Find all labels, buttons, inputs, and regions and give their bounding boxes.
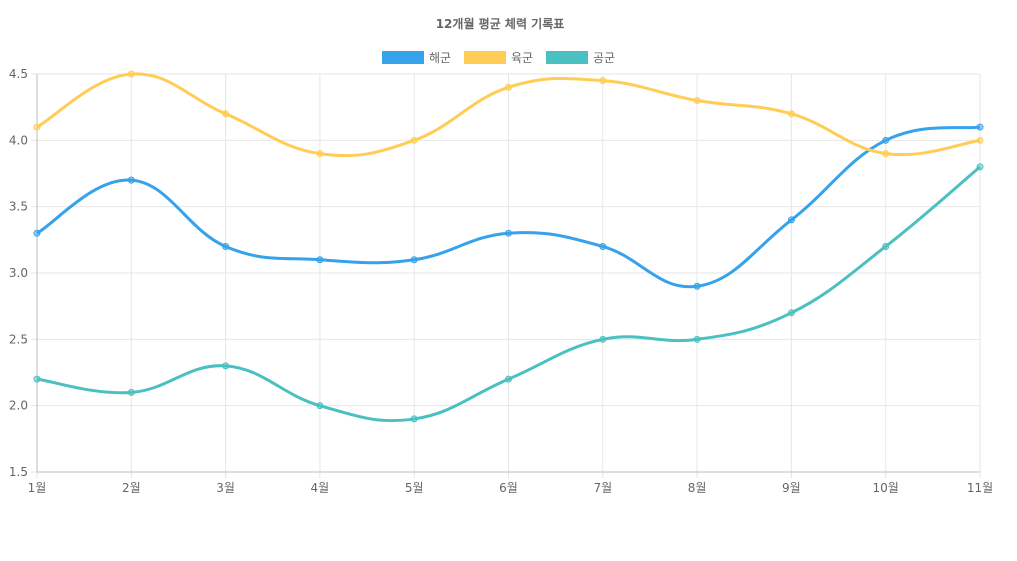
data-point[interactable] — [599, 335, 607, 343]
legend-label: 해군 — [429, 51, 451, 65]
series-3 — [33, 163, 984, 423]
data-point[interactable] — [787, 216, 795, 224]
data-point[interactable] — [410, 256, 418, 264]
chart-title: 12개월 평균 체력 기록표 — [436, 16, 565, 31]
data-point[interactable] — [222, 242, 230, 250]
x-tick-label: 5월 — [405, 481, 424, 495]
legend-swatch — [464, 51, 506, 64]
data-point[interactable] — [976, 123, 984, 131]
data-point[interactable] — [505, 83, 512, 91]
legend-swatch — [546, 51, 588, 64]
data-point[interactable] — [693, 282, 701, 290]
data-point[interactable] — [787, 110, 795, 118]
x-tick-label: 2월 — [122, 481, 141, 495]
data-point[interactable] — [976, 163, 984, 171]
data-point[interactable] — [33, 375, 41, 383]
data-point[interactable] — [882, 136, 890, 144]
legend-label: 공군 — [593, 51, 615, 65]
y-tick-label: 4.0 — [9, 133, 28, 147]
data-point[interactable] — [127, 176, 135, 184]
data-point[interactable] — [410, 136, 418, 144]
data-point[interactable] — [693, 97, 701, 105]
data-point[interactable] — [693, 335, 701, 343]
axes: 1.5 2.0 2.5 3.0 3.5 4.0 4.5 1월 2월 3월 4월 5월 6월 7월 8월 9월 1… — [9, 67, 993, 495]
x-tick-label: 6월 — [499, 481, 518, 495]
y-tick-label: 2.0 — [9, 399, 28, 413]
data-point[interactable] — [222, 362, 230, 370]
data-point[interactable] — [33, 123, 41, 131]
data-point[interactable] — [127, 388, 135, 396]
data-point[interactable] — [882, 150, 890, 158]
series-layer — [33, 70, 984, 423]
data-point[interactable] — [222, 110, 230, 118]
legend-label: 육군 — [511, 51, 533, 65]
series-1 — [33, 123, 984, 290]
x-tick-label: 7월 — [593, 481, 612, 495]
data-point[interactable] — [882, 242, 890, 250]
data-point[interactable] — [410, 415, 418, 423]
legend-item[interactable]: 해군 — [382, 51, 451, 65]
x-tick-label: 8월 — [688, 481, 707, 495]
series-line — [36, 72, 981, 158]
data-point[interactable] — [316, 256, 324, 264]
legend: 해군 육군 공군 — [382, 51, 615, 65]
x-tick-label: 1월 — [28, 481, 47, 495]
y-tick-label: 3.0 — [9, 266, 28, 280]
y-tick-label: 1.5 — [9, 465, 28, 479]
legend-item[interactable]: 공군 — [546, 51, 615, 65]
data-point[interactable] — [599, 77, 607, 85]
y-tick-label: 2.5 — [9, 332, 28, 346]
data-point[interactable] — [316, 402, 324, 410]
data-point[interactable] — [505, 229, 512, 237]
x-tick-label: 9월 — [782, 481, 801, 495]
legend-item[interactable]: 육군 — [464, 51, 533, 65]
data-point[interactable] — [787, 309, 795, 317]
legend-swatch — [382, 51, 424, 64]
data-point[interactable] — [505, 375, 512, 383]
data-point[interactable] — [33, 229, 41, 237]
data-point[interactable] — [316, 150, 324, 158]
data-point[interactable] — [976, 136, 984, 144]
x-tick-label: 3월 — [216, 481, 235, 495]
x-tick-label: 11월 — [967, 481, 993, 495]
y-tick-label: 4.5 — [9, 67, 28, 81]
y-tick-label: 3.5 — [9, 200, 28, 214]
series-2 — [33, 70, 984, 158]
x-tick-label: 4월 — [311, 481, 330, 495]
data-point[interactable] — [127, 70, 135, 78]
x-tick-label: 10월 — [873, 481, 899, 495]
data-point[interactable] — [599, 242, 607, 250]
